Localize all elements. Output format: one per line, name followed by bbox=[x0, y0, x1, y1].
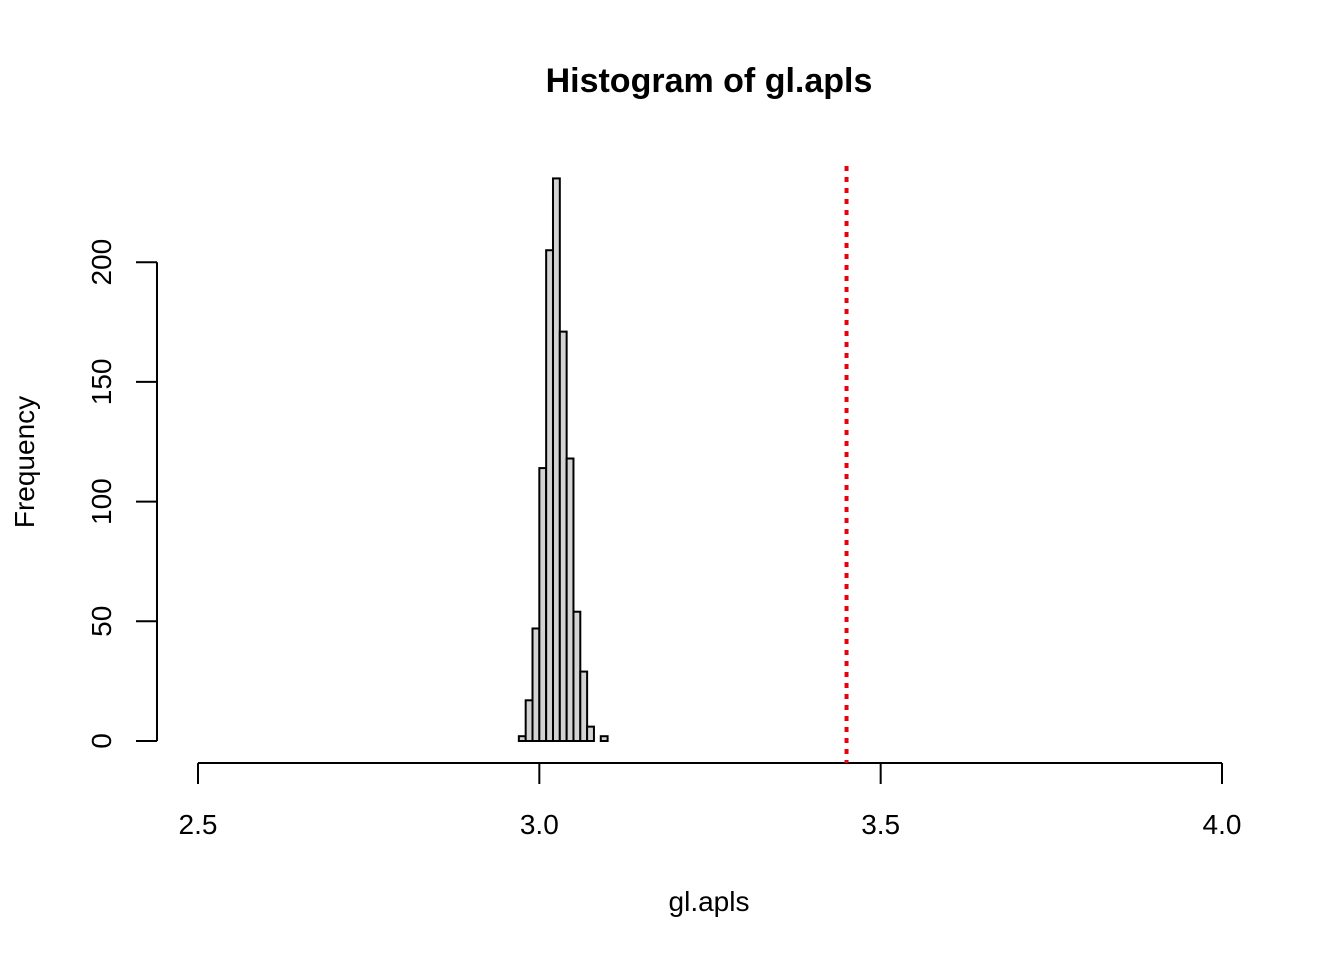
histogram-bar bbox=[579, 670, 589, 742]
histogram-bar bbox=[531, 627, 541, 742]
histogram-bar bbox=[572, 610, 582, 742]
x-tick-label: 4.0 bbox=[1203, 809, 1242, 840]
y-tick-label: 0 bbox=[86, 733, 117, 749]
histogram-bar bbox=[545, 249, 554, 742]
y-tick-label: 100 bbox=[86, 478, 117, 525]
histogram-bar bbox=[551, 177, 561, 743]
y-tick-label: 50 bbox=[86, 606, 117, 637]
histogram-bars bbox=[517, 177, 609, 743]
chart-title: Histogram of gl.apls bbox=[546, 62, 873, 100]
x-tick-label: 2.5 bbox=[179, 809, 218, 840]
x-tick-label: 3.5 bbox=[861, 809, 900, 840]
histogram-bar bbox=[517, 735, 527, 742]
y-tick-label: 200 bbox=[86, 239, 117, 286]
x-axis-label: gl.apls bbox=[669, 886, 750, 917]
y-tick-label: 150 bbox=[86, 359, 117, 406]
x-tick-label: 3.0 bbox=[520, 809, 559, 840]
y-axis-label: Frequency bbox=[9, 396, 40, 528]
histogram-bar bbox=[524, 699, 534, 742]
histogram-bar bbox=[565, 457, 575, 742]
x-axis: 2.5 3.0 3.5 4.0 bbox=[179, 762, 1242, 840]
histogram-bar bbox=[599, 735, 609, 742]
histogram-bar bbox=[538, 467, 548, 742]
histogram-bar bbox=[586, 725, 595, 742]
y-axis: 0 50 100 150 200 bbox=[86, 239, 158, 749]
histogram-bar bbox=[558, 330, 568, 742]
